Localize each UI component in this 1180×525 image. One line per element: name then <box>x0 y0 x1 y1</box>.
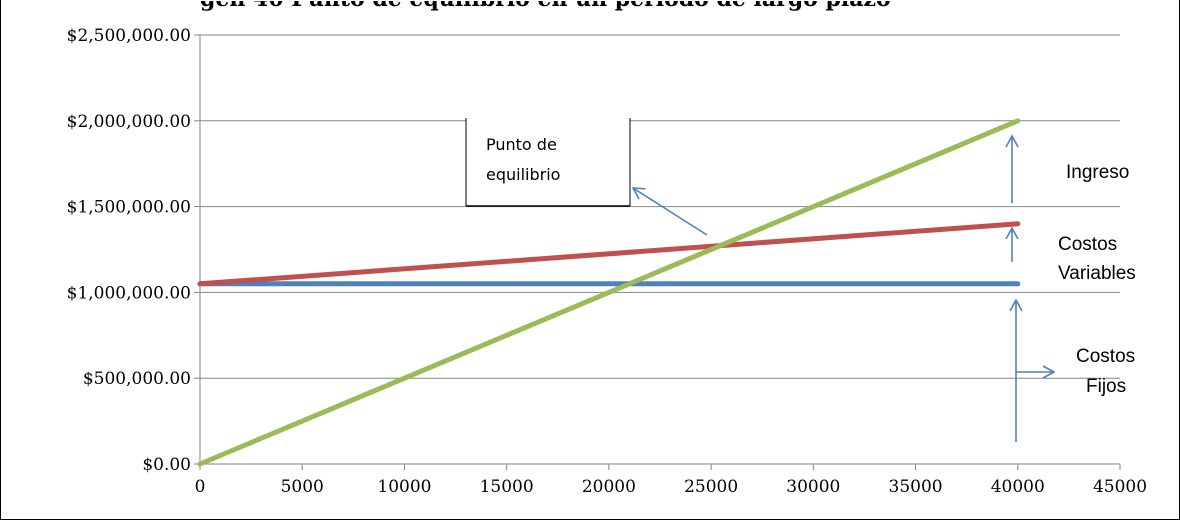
series-line-costos-variables <box>197 221 1021 287</box>
x-tick-label-4: 20000 <box>582 477 636 497</box>
y-tick-label-3: $1,500,000.00 <box>67 198 191 218</box>
costos-variables-label-line1: Costos <box>1058 234 1117 255</box>
y-tick-labels: $0.00 $500,000.00 $1,000,000.00 $1,500,000.… <box>67 26 191 475</box>
y-tick-label-1: $500,000.00 <box>83 369 191 389</box>
costos-fijos-annotation: Costos Fijos <box>1009 298 1135 442</box>
ingreso-label: Ingreso <box>1066 162 1129 183</box>
x-tick-label-7: 35000 <box>889 477 943 497</box>
callout-arrow <box>631 187 708 236</box>
x-tick-label-6: 30000 <box>786 477 840 497</box>
costos-variables-label-line2: Variables <box>1058 263 1136 284</box>
callout-label-line2: equilibrio <box>486 165 560 184</box>
callout-label-line1: Punto de <box>486 135 557 154</box>
grid-lines <box>200 34 1120 379</box>
axes <box>194 34 1121 470</box>
data-series <box>197 118 1021 467</box>
y-tick-label-2: $1,000,000.00 <box>67 283 191 303</box>
x-tick-label-9: 45000 <box>1093 477 1147 497</box>
costos-fijos-label-line1: Costos <box>1076 346 1135 367</box>
x-tick-label-2: 10000 <box>377 477 431 497</box>
x-tick-labels: 0 5000 10000 15000 20000 25000 30000 35000 40000… <box>195 477 1147 497</box>
x-tick-label-0: 0 <box>195 477 206 497</box>
x-tick-label-8: 40000 <box>991 477 1045 497</box>
ingreso-annotation: Ingreso <box>1005 134 1129 203</box>
callout-box <box>466 118 630 206</box>
break-even-callout: Punto de equilibrio <box>465 118 708 236</box>
costos-variables-annotation: Costos Variables <box>1005 226 1136 284</box>
chart-title-fragment: gen 40 Punto de equilibrio en un periodo… <box>200 0 891 12</box>
costos-fijos-label-line2: Fijos <box>1086 376 1126 397</box>
y-tick-label-4: $2,000,000.00 <box>67 112 191 132</box>
y-tick-label-0: $0.00 <box>142 455 191 475</box>
x-tick-label-3: 15000 <box>480 477 534 497</box>
series-line-ingreso <box>197 118 1021 467</box>
x-tick-label-1: 5000 <box>281 477 324 497</box>
x-tick-label-5: 25000 <box>684 477 738 497</box>
y-tick-label-5: $2,500,000.00 <box>67 26 191 46</box>
